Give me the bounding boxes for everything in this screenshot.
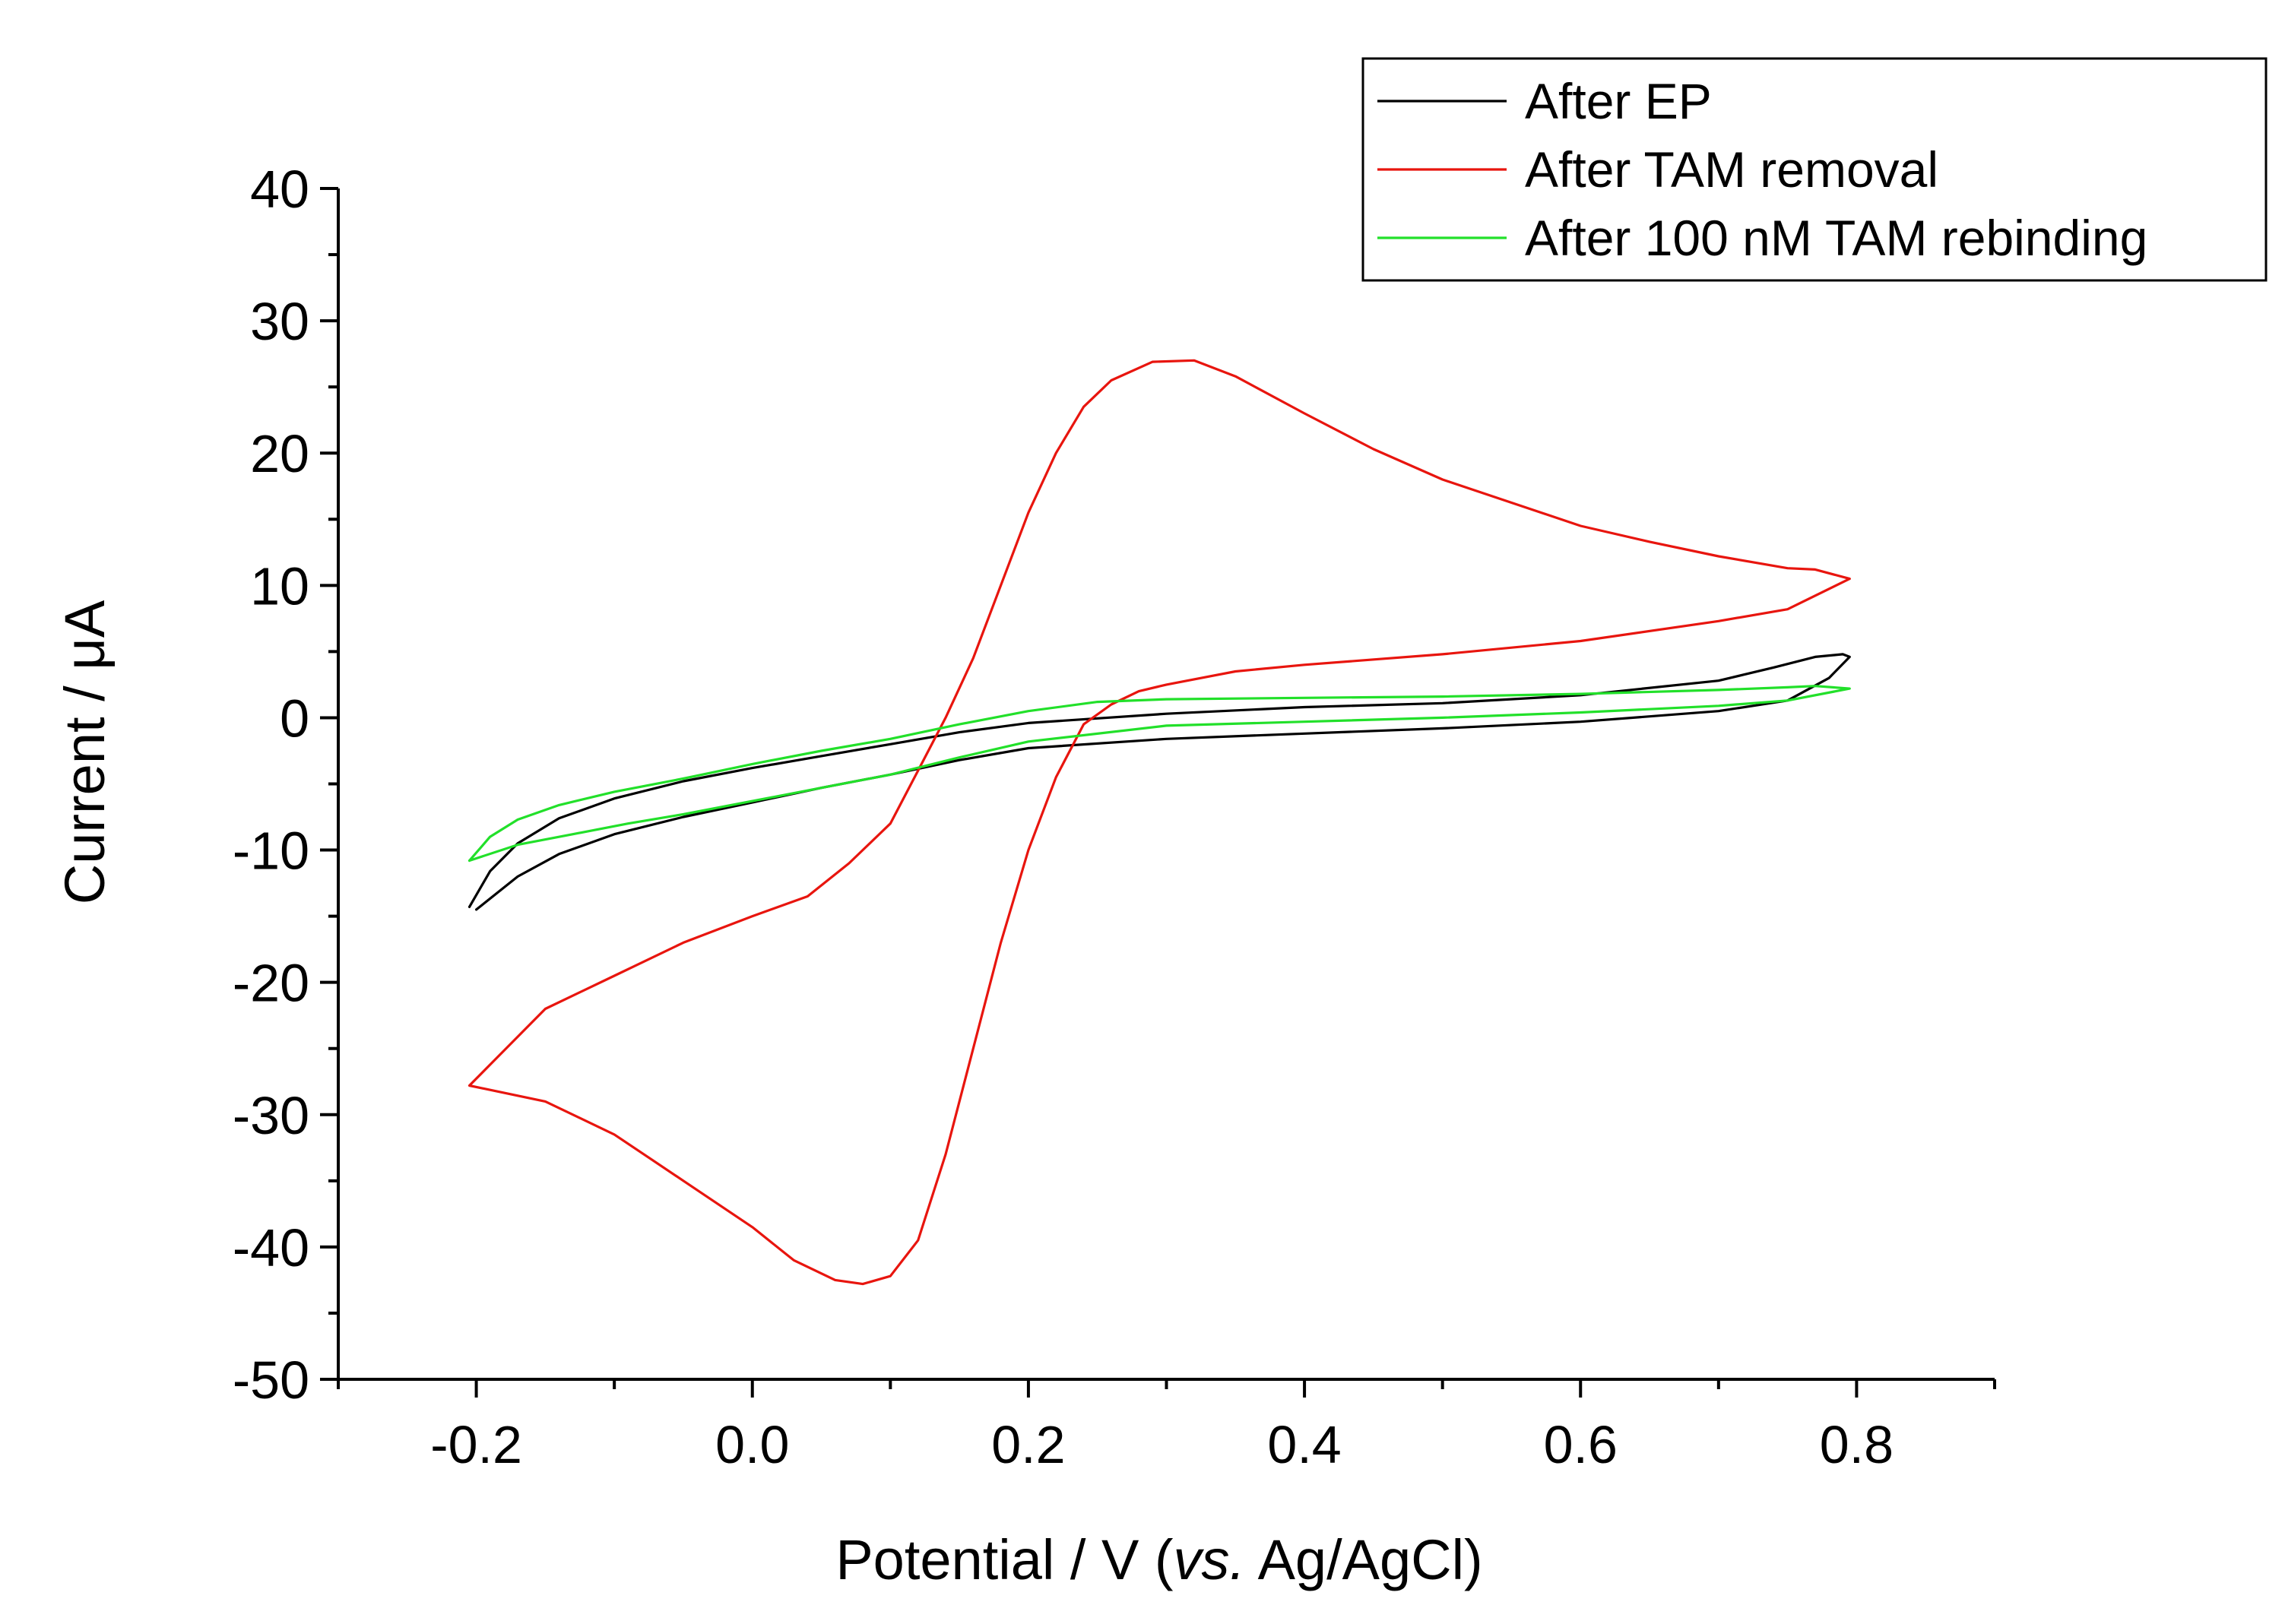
x-axis-title: Potential / V (vs. Ag/AgCl) — [835, 1528, 1482, 1591]
legend-entries: After EP After TAM removal After 100 nM TA… — [1377, 73, 2147, 266]
y-tick-label: 0 — [280, 689, 309, 748]
x-axis-title-prefix: Potential / V ( — [835, 1528, 1174, 1591]
x-tick-label: 0.0 — [715, 1415, 789, 1474]
legend-box — [1361, 57, 2268, 282]
x-tick-label: 0.8 — [1820, 1415, 1894, 1474]
y-tick-label: -30 — [233, 1086, 309, 1145]
x-tick-label: 0.6 — [1544, 1415, 1618, 1474]
y-tick-label: -50 — [233, 1350, 309, 1410]
legend: After EP After TAM removal After 100 nM TA… — [1361, 57, 2268, 282]
y-axis-title: Current / μA — [53, 600, 116, 904]
x-tick-label: 0.4 — [1267, 1415, 1341, 1474]
y-tick-label: -20 — [233, 954, 309, 1013]
y-tick-label: -10 — [233, 821, 309, 881]
series-line-2 — [467, 359, 1851, 1286]
x-tick-label: -0.2 — [430, 1415, 522, 1474]
ticks-layer: -50 -40 -30 -20 -10 0 10 20 30 40 -0.2 0.0 0.2 0.4 0.6… — [233, 160, 1996, 1474]
x-tick-label: 0.2 — [991, 1415, 1065, 1474]
axes-layer — [337, 188, 1995, 1381]
legend-label-2: After TAM removal — [1525, 141, 1938, 198]
legend-label-3: After 100 nM TAM rebinding — [1525, 210, 2147, 266]
series-layer — [467, 359, 1851, 1286]
y-tick-label: 30 — [250, 292, 309, 351]
y-tick-label: 20 — [250, 424, 309, 483]
y-tick-label: 10 — [250, 556, 309, 616]
x-axis-title-suffix: Ag/AgCl) — [1245, 1528, 1483, 1591]
x-axis-title-italic: vs. — [1174, 1528, 1246, 1591]
series-line-3 — [467, 685, 1851, 863]
y-tick-label: -40 — [233, 1218, 309, 1277]
y-tick-label: 40 — [250, 160, 309, 219]
legend-label-1: After EP — [1525, 73, 1712, 129]
